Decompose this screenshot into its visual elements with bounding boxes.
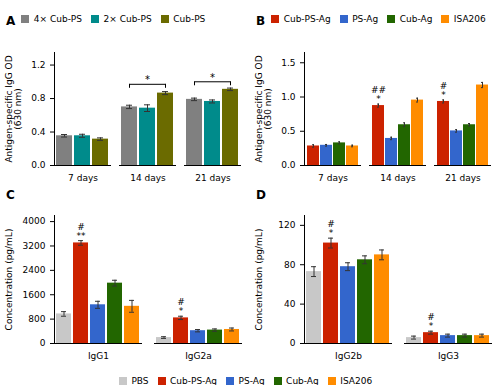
html-text:D: D <box>256 187 266 202</box>
html-text:ISA206: ISA206 <box>453 13 486 24</box>
html-text:PBS: PBS <box>131 376 149 385</box>
svg-text:120: 120 <box>278 220 295 230</box>
html-text:2× Cub-PS: 2× Cub-PS <box>103 13 152 24</box>
svg-text:21 days: 21 days <box>445 172 481 182</box>
svg-text:1.0: 1.0 <box>281 91 296 101</box>
svg-text:*: * <box>376 94 381 104</box>
svg-text:4000: 4000 <box>23 216 46 226</box>
svg-text:Concentration (pg/mL): Concentration (pg/mL) <box>4 228 14 330</box>
svg-text:*: * <box>441 89 446 99</box>
svg-text:7 days: 7 days <box>68 172 98 182</box>
svg-text:2400: 2400 <box>23 265 46 275</box>
svg-text:0: 0 <box>290 338 296 348</box>
svg-text:*: * <box>210 71 215 82</box>
html-text:C: C <box>6 187 15 202</box>
html-text:Cub-Ag: Cub-Ag <box>399 13 433 24</box>
svg-text:3200: 3200 <box>23 240 46 250</box>
html-text:Cub-PS: Cub-PS <box>173 13 206 24</box>
svg-text:0.4: 0.4 <box>31 126 46 136</box>
svg-text:1.5: 1.5 <box>281 57 295 67</box>
html-text:Cub-PS-Ag: Cub-PS-Ag <box>283 13 331 24</box>
svg-text:Antigen-specific IgG OD(630 nm: Antigen-specific IgG OD(630 nm) <box>254 55 273 162</box>
svg-text:IgG3: IgG3 <box>438 350 459 360</box>
svg-text:IgG2b: IgG2b <box>335 350 362 360</box>
html-text:ISA206: ISA206 <box>340 376 373 385</box>
svg-text:1.2: 1.2 <box>31 59 45 69</box>
svg-text:#: # <box>77 221 85 231</box>
svg-text:14 days: 14 days <box>130 172 166 182</box>
svg-text:#: # <box>327 219 335 229</box>
svg-text:800: 800 <box>28 313 45 323</box>
svg-text:80: 80 <box>284 259 296 269</box>
html-text:Cub-Ag: Cub-Ag <box>286 376 319 385</box>
html-text:PS-Ag: PS-Ag <box>352 13 379 24</box>
svg-text:0.8: 0.8 <box>31 93 46 103</box>
svg-text:*: * <box>179 306 184 316</box>
html-text:A: A <box>6 13 16 28</box>
svg-text:*: * <box>145 74 150 85</box>
svg-text:1600: 1600 <box>23 289 46 299</box>
svg-text:**: ** <box>77 230 87 240</box>
svg-text:IgG2a: IgG2a <box>185 350 212 360</box>
html-text:Cub-PS-Ag: Cub-PS-Ag <box>170 376 217 385</box>
svg-text:Antigen-specific IgG OD(630 nm: Antigen-specific IgG OD(630 nm) <box>4 55 23 162</box>
svg-text:0.0: 0.0 <box>281 160 296 170</box>
svg-text:7 days: 7 days <box>318 172 348 182</box>
html-text:4× Cub-PS: 4× Cub-PS <box>33 13 82 24</box>
svg-text:21 days: 21 days <box>195 172 231 182</box>
svg-text:*: * <box>429 321 434 331</box>
svg-text:40: 40 <box>284 298 296 308</box>
svg-text:#: # <box>427 312 435 322</box>
svg-text:0.5: 0.5 <box>281 126 295 136</box>
svg-text:14 days: 14 days <box>380 172 416 182</box>
html-text:PS-Ag: PS-Ag <box>238 376 265 385</box>
html-text:B: B <box>256 13 266 28</box>
svg-text:0.0: 0.0 <box>31 160 46 170</box>
svg-text:*: * <box>329 228 334 238</box>
svg-text:##: ## <box>371 85 386 95</box>
svg-text:0: 0 <box>40 338 46 348</box>
svg-text:IgG1: IgG1 <box>88 350 109 360</box>
svg-text:Concentration (pg/mL): Concentration (pg/mL) <box>254 228 264 330</box>
svg-text:#: # <box>177 297 185 307</box>
svg-text:#: # <box>440 80 448 90</box>
